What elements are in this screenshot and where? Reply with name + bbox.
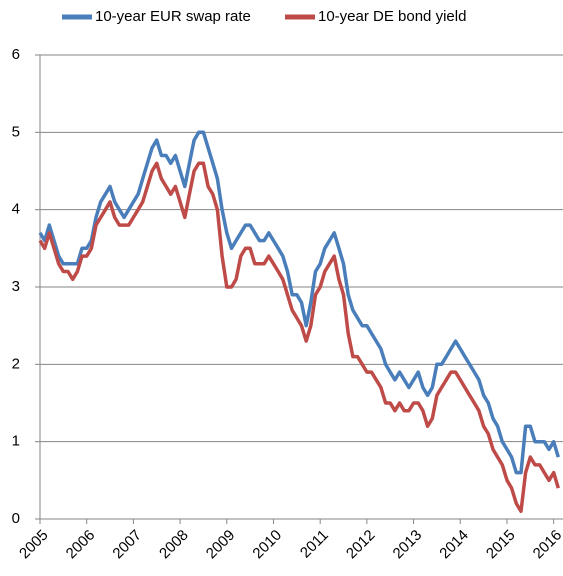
y-tick-label: 5 <box>12 123 20 140</box>
x-tick-label: 2007 <box>109 527 145 563</box>
y-tick-label: 0 <box>12 510 20 527</box>
y-tick-label: 2 <box>12 355 20 372</box>
x-tick-label: 2011 <box>297 527 332 562</box>
x-tick-label: 2005 <box>16 527 52 563</box>
x-tick-label: 2016 <box>530 527 563 563</box>
x-tick-label: 2013 <box>390 527 426 563</box>
x-tick-label: 2006 <box>63 527 99 563</box>
line-series <box>38 130 560 475</box>
x-tick-label: 2012 <box>343 527 379 563</box>
x-tick-label: 2009 <box>203 527 239 563</box>
y-tick-label: 6 <box>12 46 20 63</box>
x-tick-label: 2014 <box>436 527 472 563</box>
legend-label: 10-year DE bond yield <box>318 8 466 25</box>
legend-label: 10-year EUR swap rate <box>95 8 251 25</box>
line-series <box>38 161 560 514</box>
x-tick-label: 2015 <box>483 527 519 563</box>
y-tick-label: 1 <box>12 433 20 450</box>
y-tick-label: 4 <box>12 201 20 218</box>
x-tick-label: 2010 <box>249 527 285 563</box>
y-tick-label: 3 <box>12 278 20 295</box>
x-tick-label: 2008 <box>156 527 192 563</box>
